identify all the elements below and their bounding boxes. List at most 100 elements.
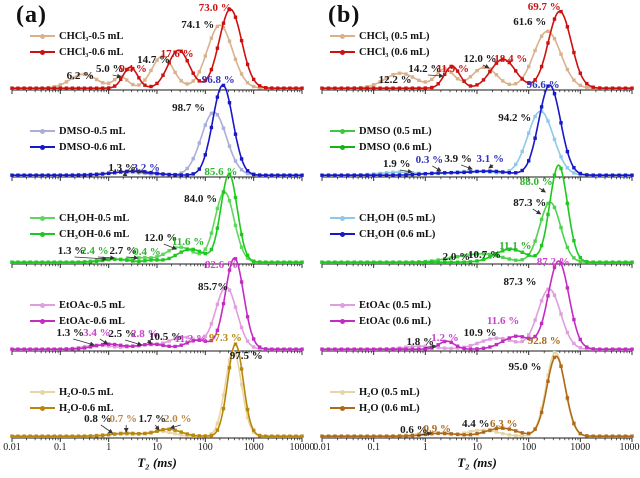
series-marker	[209, 111, 214, 116]
series-marker	[252, 345, 256, 349]
series-marker	[572, 239, 576, 243]
series-marker	[300, 434, 304, 438]
series-marker	[100, 258, 105, 263]
series-marker	[443, 72, 447, 76]
legend-label: CHCl₃ (0.6 mL)	[359, 46, 430, 58]
series-marker	[623, 347, 628, 351]
panel-a-label: (a)	[16, 2, 47, 28]
series-marker	[294, 434, 298, 438]
series-marker	[572, 317, 576, 322]
series-marker	[468, 433, 473, 437]
series-marker	[167, 430, 171, 435]
series-marker	[359, 86, 363, 90]
series-marker	[10, 260, 14, 264]
series-marker	[227, 39, 232, 43]
series-marker	[481, 339, 486, 343]
series-marker	[28, 347, 32, 351]
series-marker	[143, 170, 147, 174]
series-marker	[623, 173, 628, 177]
percent-label: 94.2 %	[498, 112, 532, 124]
series-marker	[404, 72, 408, 76]
series-marker	[149, 258, 153, 262]
series-marker	[501, 249, 505, 253]
series-marker	[552, 293, 557, 297]
series-marker	[294, 260, 298, 264]
series-marker	[233, 342, 238, 346]
series-marker	[462, 253, 466, 258]
series-marker	[239, 38, 244, 43]
series-marker	[191, 250, 195, 254]
annotation-leader	[169, 424, 181, 430]
x-tick-label: 100	[521, 442, 537, 453]
percent-label: 11.2 %	[174, 333, 207, 345]
series-marker	[391, 173, 395, 177]
series-marker	[326, 347, 331, 351]
annotation-leader	[538, 187, 546, 193]
series-marker	[378, 260, 382, 264]
annotation-leader	[154, 424, 160, 431]
series-marker	[221, 26, 226, 30]
series-marker	[264, 260, 268, 264]
series-marker	[173, 173, 177, 177]
series-marker	[88, 434, 93, 438]
series-marker	[488, 252, 492, 257]
series-marker	[270, 347, 274, 351]
series-marker	[533, 78, 537, 82]
series-marker	[449, 340, 453, 345]
series-marker	[578, 171, 582, 176]
series-marker	[520, 339, 524, 343]
series-marker	[161, 252, 165, 256]
series-marker	[423, 172, 427, 176]
series-marker	[245, 171, 250, 176]
series-marker	[391, 86, 395, 90]
legend-label: EtOAc-0.6 mL	[59, 315, 125, 327]
series-marker	[58, 434, 62, 438]
series-marker	[215, 46, 220, 50]
series-marker	[100, 433, 105, 438]
series-marker	[88, 74, 93, 78]
series-marker	[215, 421, 220, 425]
percent-label: 12.0 %	[144, 232, 178, 244]
annotation-leader	[112, 73, 122, 79]
series-marker	[227, 172, 232, 176]
series-marker	[610, 347, 615, 351]
series-marker	[552, 17, 557, 21]
series-marker	[514, 334, 518, 338]
series-marker	[507, 82, 511, 86]
series-marker	[481, 169, 486, 173]
series-marker	[481, 428, 486, 432]
series-marker	[565, 149, 570, 154]
series-marker	[378, 86, 382, 90]
series-marker	[270, 173, 274, 177]
series-marker	[221, 190, 226, 194]
legend-line-swatch	[330, 144, 355, 150]
series-marker	[514, 340, 518, 344]
series-marker	[203, 123, 207, 127]
series-marker	[468, 343, 473, 348]
series-marker	[585, 85, 589, 90]
annotation-leader	[423, 344, 437, 349]
series-marker	[346, 173, 350, 177]
series-marker	[233, 257, 238, 261]
percent-label: 0.4 %	[133, 246, 161, 258]
percent-label: 3.9 %	[444, 153, 472, 165]
series-marker	[591, 347, 595, 351]
series-marker	[598, 434, 602, 438]
legend-marker-icon	[40, 405, 45, 411]
percent-label: 10.7 %	[468, 249, 501, 261]
series-marker	[333, 347, 337, 351]
series-marker	[82, 346, 87, 350]
series-marker	[209, 231, 214, 235]
series-marker	[585, 81, 589, 86]
series-marker	[604, 347, 608, 351]
series-marker	[417, 344, 421, 348]
series-marker	[185, 173, 189, 177]
series-marker	[417, 78, 421, 83]
series-marker	[167, 344, 171, 348]
series-marker	[320, 434, 324, 438]
series-marker	[239, 280, 244, 284]
series-marker	[191, 433, 195, 437]
series-marker	[221, 393, 226, 397]
series-marker	[40, 347, 44, 351]
series-marker	[209, 36, 214, 40]
